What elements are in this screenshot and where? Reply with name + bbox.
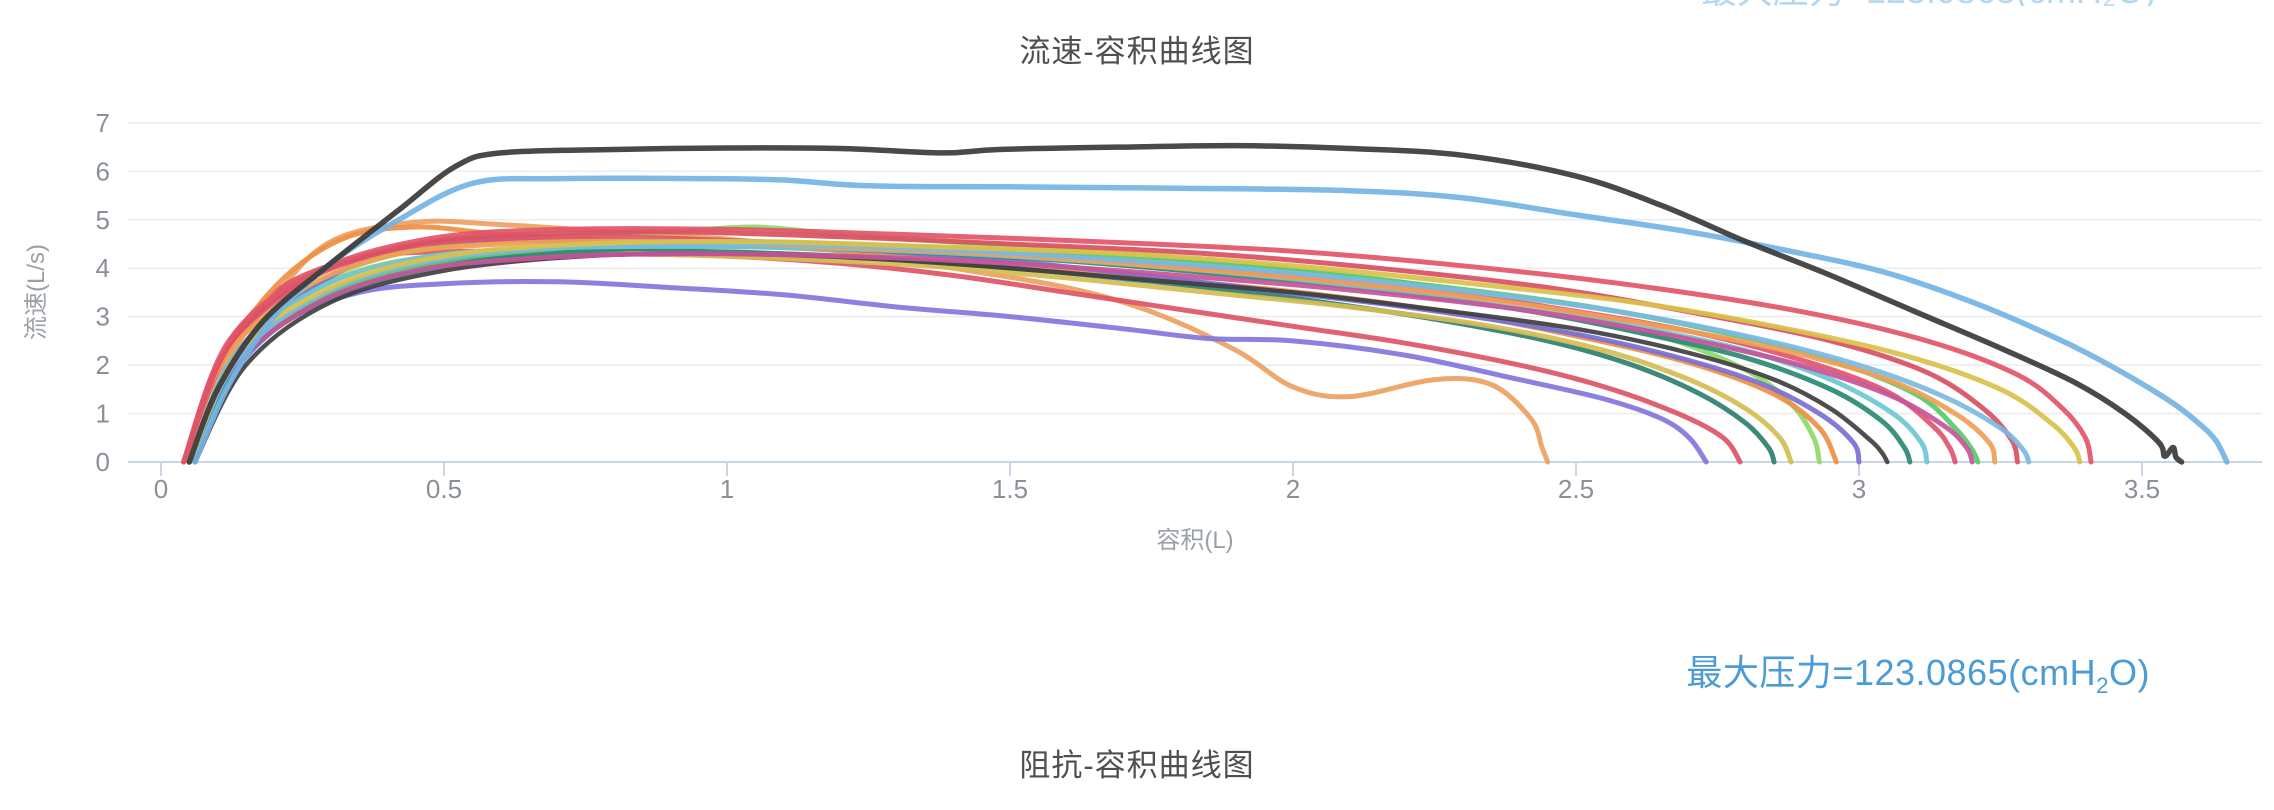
curve-black-main	[186, 142, 2185, 465]
curve-red-3	[181, 229, 2020, 465]
x-tick-label-1.5: 1.5	[992, 474, 1028, 504]
clipped-pressure-fragment-text: 最大压力=123.0865(cmH₂O)	[1701, 0, 2156, 6]
curve-yellow-2	[186, 238, 2083, 465]
curve-black-2	[192, 251, 1890, 465]
y-tick-label-1: 1	[96, 399, 110, 429]
x-tick-label-3.5: 3.5	[2124, 474, 2160, 504]
curve-violet-low	[186, 279, 1709, 465]
x-tick-label-0.5: 0.5	[426, 474, 462, 504]
clipped-pressure-fragment: 最大压力=123.0865(cmH₂O)	[1516, 0, 2156, 6]
x-tick-label-2: 2	[1286, 474, 1300, 504]
y-tick-label-0: 0	[96, 447, 110, 477]
impedance-volume-chart-title: 阻抗-容积曲线图	[1019, 748, 1255, 783]
x-tick-label-2.5: 2.5	[1558, 474, 1594, 504]
curve-lightblue-main	[192, 175, 2230, 465]
x-tick-label-3: 3	[1852, 474, 1866, 504]
curve-orange-3	[181, 238, 1998, 465]
y-axis-name: 流速(L/s)	[23, 244, 50, 340]
y-tick-label-7: 7	[96, 108, 110, 138]
x-tick-label-0: 0	[154, 474, 168, 504]
max-pressure-label: 最大压力=123.0865(cmH2O)	[1686, 644, 2150, 699]
y-tick-label-4: 4	[96, 253, 110, 283]
flow-volume-chart: 0 1 2 3 4 5 6 7 0 0.5 1 1.5 2 2.5 3 3.5 流速(L/s) 容积(L)	[23, 108, 2262, 554]
max-pressure-subscript: 2	[2096, 673, 2109, 699]
max-pressure-text: 最大压力=123.0865(cmH	[1686, 652, 2097, 693]
x-tick-label-1: 1	[720, 474, 734, 504]
y-tick-label-6: 6	[96, 156, 110, 186]
max-pressure-suffix: O)	[2109, 652, 2150, 693]
curve-red-4	[181, 225, 2094, 465]
y-tick-label-3: 3	[96, 302, 110, 332]
y-tick-label-2: 2	[96, 350, 110, 380]
flow-volume-chart-title: 流速-容积曲线图	[1019, 34, 1255, 69]
y-tick-label-5: 5	[96, 205, 110, 235]
x-axis-name: 容积(L)	[1156, 527, 1233, 554]
curve-magenta-1	[186, 251, 1975, 465]
